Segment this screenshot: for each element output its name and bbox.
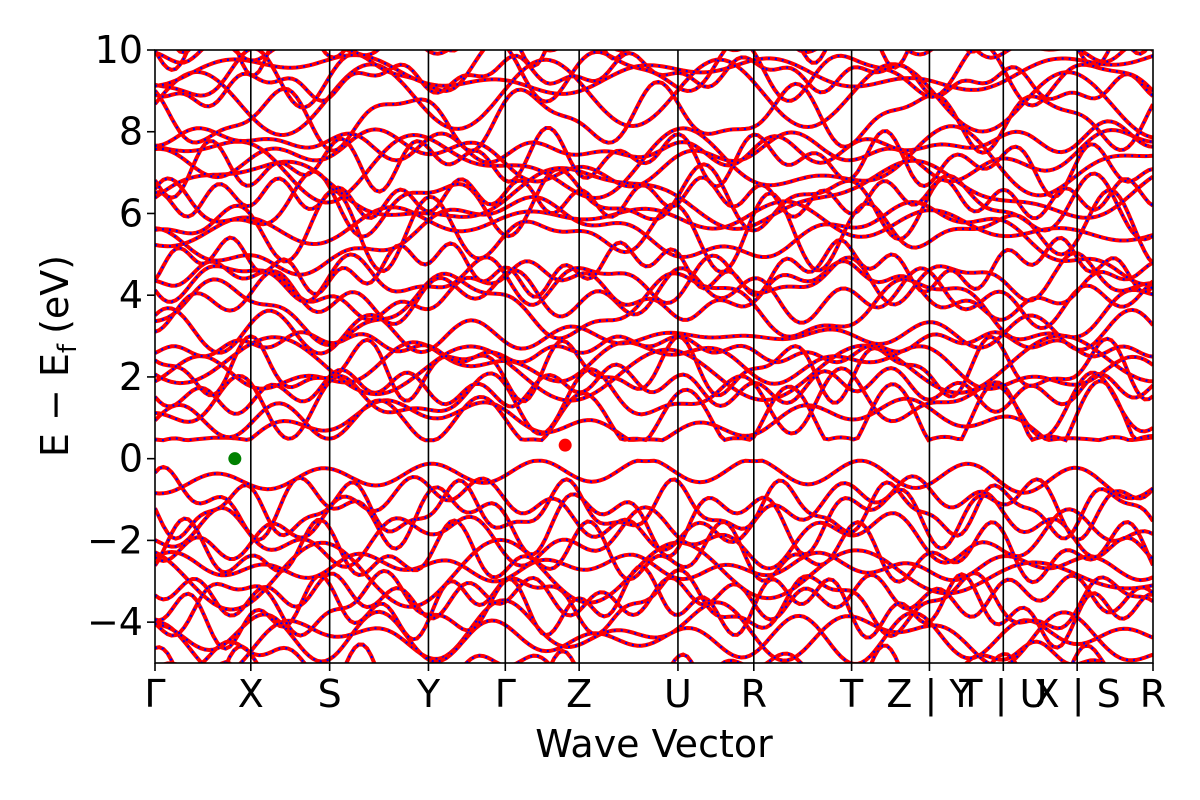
- y-axis-label: E − Ef (eV): [33, 255, 83, 457]
- band-line-overlay: [155, 195, 1153, 286]
- band-line-overlay: [155, 272, 1153, 347]
- y-tick-label: 4: [119, 273, 143, 317]
- y-tick-label: −4: [87, 600, 143, 644]
- x-tick-label: U: [664, 672, 692, 716]
- plot-frame: [154, 49, 1154, 664]
- band-line-overlay: [155, 478, 1153, 540]
- vbm-marker: [228, 452, 242, 466]
- cbm-marker: [558, 438, 572, 452]
- band-line-overlay: [155, 367, 1153, 440]
- band-line: [155, 505, 1153, 571]
- y-axis-label-sub: f: [53, 343, 83, 353]
- band-line-overlay: [155, 58, 1153, 139]
- x-tick-label: T: [839, 672, 864, 716]
- band-line: [155, 199, 1153, 249]
- band-line: [162, 639, 1107, 663]
- band-line: [155, 396, 1153, 443]
- band-line: [155, 52, 1153, 96]
- x-tick-label: X: [238, 672, 264, 716]
- x-tick-label: Y: [416, 672, 441, 716]
- band-line-overlay: [155, 331, 1153, 364]
- band-line-overlay: [155, 128, 1153, 188]
- x-axis-ticks: Γ X S Y Γ Z U R T Z | YT | UX | S R: [144, 663, 1166, 717]
- band-line-overlay: [155, 334, 1153, 402]
- band-line: [155, 549, 1153, 584]
- band-line: [155, 50, 1153, 65]
- band-line-overlay: [155, 260, 1153, 321]
- band-line-overlay: [176, 50, 1148, 55]
- x-tick-label: Γ: [144, 672, 165, 716]
- band-line-overlay: [155, 50, 1153, 109]
- x-tick-label: Γ: [495, 672, 516, 716]
- y-axis-ticks: −4 −2 0 2 4 6 8 10: [87, 28, 155, 644]
- y-tick-label: −2: [87, 518, 143, 562]
- x-tick-label: Z: [566, 672, 592, 716]
- y-tick-label: 2: [119, 355, 143, 399]
- x-tick-label: R: [741, 672, 767, 716]
- x-tick-label: Z | Y: [886, 672, 973, 717]
- band-line-overlay: [155, 459, 1153, 500]
- band-line: [155, 537, 1153, 612]
- high-symmetry-lines: [250, 50, 1078, 663]
- band-line: [155, 306, 1153, 356]
- band-line: [155, 571, 1153, 622]
- band-line-overlay: [155, 363, 1153, 415]
- band-line-overlay: [155, 465, 1153, 558]
- band-line: [175, 50, 1149, 56]
- band-line-overlay: [155, 236, 1153, 298]
- band-line-overlay: [155, 335, 1153, 404]
- x-tick-label: R: [1140, 672, 1166, 716]
- band-lines: [155, 50, 1153, 663]
- y-tick-label: 6: [119, 191, 143, 235]
- x-tick-label: S: [318, 672, 342, 716]
- x-tick-label: T | U: [958, 672, 1047, 717]
- y-axis-label-main: E − E: [33, 353, 77, 457]
- band-line: [155, 79, 1153, 155]
- band-line-overlay: [155, 610, 1153, 663]
- y-tick-label: 0: [119, 437, 143, 481]
- y-tick-label: 8: [119, 110, 143, 154]
- band-line: [155, 158, 1153, 231]
- band-line-overlay: [155, 176, 1153, 220]
- y-tick-label: 10: [95, 28, 143, 72]
- x-axis-label: Wave Vector: [535, 722, 773, 766]
- band-edge-markers: [228, 438, 572, 466]
- x-tick-label: X | S: [1034, 672, 1121, 717]
- y-axis-label-unit: (eV): [33, 255, 77, 334]
